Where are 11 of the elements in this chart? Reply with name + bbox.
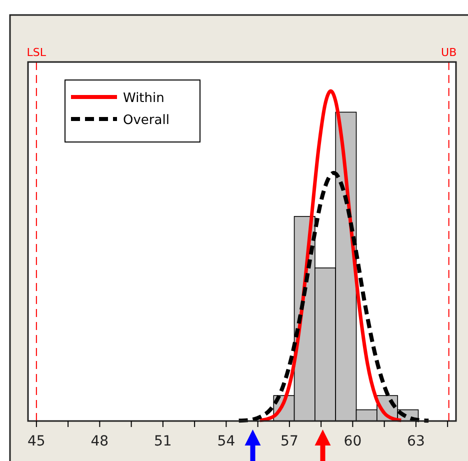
ref-line-label: LSL [26, 46, 47, 59]
legend-label: Within [123, 91, 164, 106]
x-tick-label: 45 [28, 433, 46, 450]
legend-label: Overall [123, 113, 170, 128]
x-tick-label: 51 [154, 433, 172, 450]
x-tick-label: 54 [217, 433, 236, 450]
x-tick-label: 60 [344, 433, 362, 450]
x-tick-label: 48 [90, 433, 109, 450]
x-tick-label: 63 [407, 433, 425, 450]
x-tick-label: 57 [280, 433, 298, 450]
ref-line-label: UB [441, 46, 457, 59]
